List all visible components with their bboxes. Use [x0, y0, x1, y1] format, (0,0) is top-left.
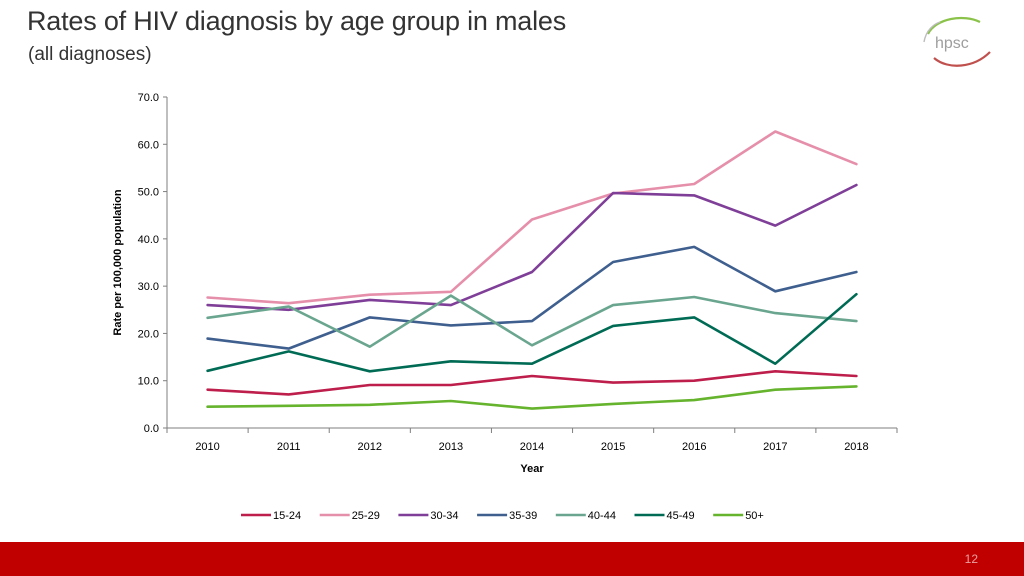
- x-tick-label: 2012: [358, 441, 382, 453]
- legend-label-25-29: 25-29: [352, 510, 380, 522]
- hpsc-logo: hpsc: [923, 16, 991, 67]
- series-line-25-29: [206, 130, 858, 305]
- slide-title: Rates of HIV diagnosis by age group in m…: [27, 6, 567, 36]
- legend-label-35-39: 35-39: [509, 510, 537, 522]
- y-tick-label: 40.0: [138, 234, 159, 246]
- legend-label-15-24: 15-24: [273, 510, 301, 522]
- page-number: 12: [964, 552, 978, 566]
- y-tick-label: 0.0: [144, 423, 159, 435]
- y-tick-label: 50.0: [138, 187, 159, 199]
- logo-swoosh-green: [927, 16, 981, 35]
- y-tick-label: 10.0: [138, 376, 159, 388]
- axes: 0.0 10.0 20.0 30.0 40.0 50.0 60.0 70.0 2010 2011 2…: [112, 92, 898, 475]
- footer-bar: 12: [0, 542, 1024, 576]
- logo-swoosh-grey: [923, 21, 941, 43]
- legend-label-50+: 50+: [745, 510, 764, 522]
- logo-swoosh-red: [933, 51, 991, 67]
- series-line-35-39: [206, 245, 858, 350]
- legend-label-30-34: 30-34: [430, 510, 458, 522]
- legend-label-45-49: 45-49: [667, 510, 695, 522]
- y-tick-label: 30.0: [138, 281, 159, 293]
- x-tick-label: 2014: [520, 441, 544, 453]
- x-tick-label: 2015: [601, 441, 625, 453]
- x-tick-label: 2018: [844, 441, 868, 453]
- x-tick-label: 2013: [439, 441, 463, 453]
- series-line-15-24: [206, 369, 858, 396]
- x-tick-label: 2011: [277, 441, 301, 453]
- logo-text: hpsc: [935, 35, 969, 52]
- y-tick-label: 60.0: [138, 139, 159, 151]
- series-line-30-34: [206, 183, 858, 312]
- hiv-rate-line-chart: 0.0 10.0 20.0 30.0 40.0 50.0 60.0 70.0 2010 2011 2…: [112, 92, 898, 522]
- x-tick-label: 2017: [763, 441, 787, 453]
- series-line-40-44: [206, 294, 858, 349]
- legend-label-40-44: 40-44: [588, 510, 616, 522]
- x-tick-label: 2010: [195, 441, 219, 453]
- legend: 15-24 25-29 30-34 35-39 40-44 45-49 50+: [241, 510, 764, 522]
- x-tick-label: 2016: [682, 441, 706, 453]
- series-lines: [206, 130, 858, 410]
- x-axis-title: Year: [520, 463, 544, 475]
- series-line-45-49: [206, 292, 858, 373]
- y-axis-title: Rate per 100,000 population: [112, 189, 124, 335]
- y-tick-label: 20.0: [138, 328, 159, 340]
- series-line-50+: [206, 385, 858, 410]
- y-tick-label: 70.0: [138, 92, 159, 104]
- slide-subtitle: (all diagnoses): [28, 44, 152, 65]
